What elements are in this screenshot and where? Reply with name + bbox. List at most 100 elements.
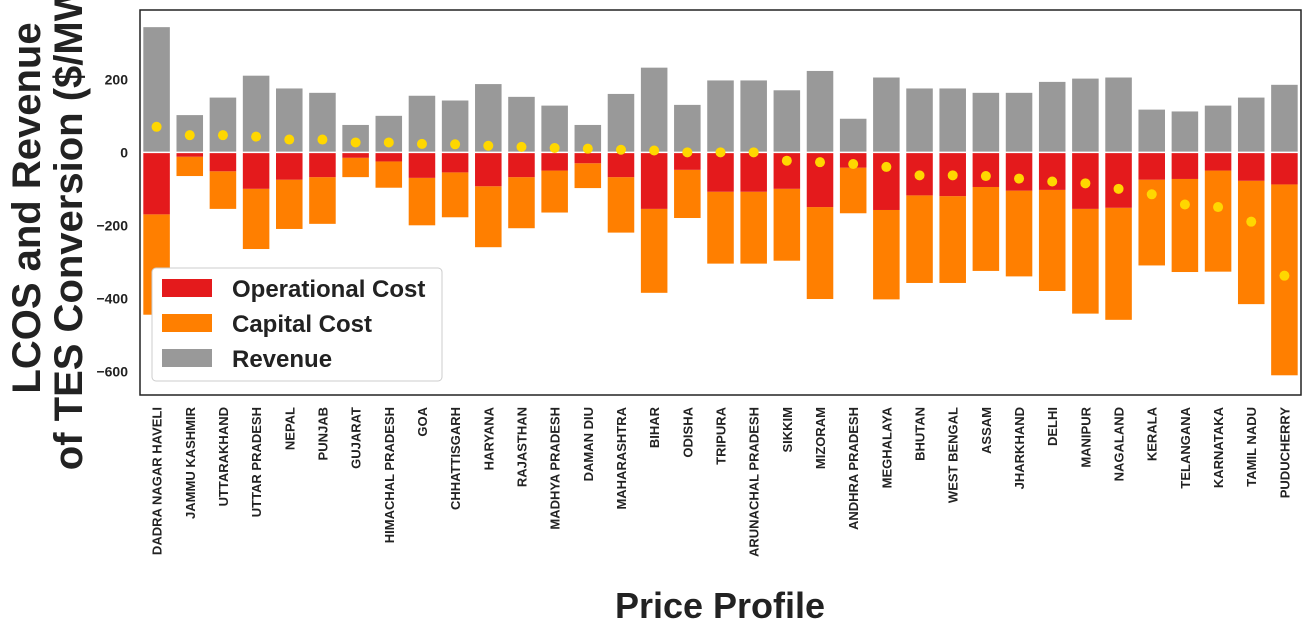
net-value-marker bbox=[1246, 216, 1257, 227]
bar-operational-cost bbox=[640, 152, 668, 209]
bar-operational-cost bbox=[574, 152, 602, 164]
bar-capital-cost bbox=[1204, 170, 1232, 272]
bar-revenue bbox=[1138, 109, 1165, 153]
bar-capital-cost bbox=[640, 208, 668, 293]
bar-revenue bbox=[1271, 84, 1298, 153]
x-tick-label: ODISHA bbox=[680, 406, 695, 457]
legend-label-revenue: Revenue bbox=[232, 346, 332, 373]
x-tick-label: KARNATAKA bbox=[1211, 406, 1226, 488]
net-value-marker bbox=[1014, 173, 1025, 184]
bar-capital-cost bbox=[1005, 190, 1033, 277]
y-tick-label: −400 bbox=[96, 290, 128, 306]
plot-frame bbox=[139, 9, 1302, 396]
net-value-marker bbox=[980, 171, 991, 182]
net-value-marker bbox=[815, 157, 826, 168]
bar-capital-cost bbox=[1072, 208, 1099, 314]
bar-revenue bbox=[972, 92, 1000, 153]
y-tick-label: 200 bbox=[105, 71, 129, 87]
bar-capital-cost bbox=[408, 177, 436, 226]
bar-operational-cost bbox=[242, 152, 270, 189]
bar-capital-cost bbox=[607, 177, 635, 233]
net-value-marker bbox=[549, 142, 560, 153]
bar-operational-cost bbox=[441, 152, 469, 173]
bar-capital-cost bbox=[873, 209, 900, 300]
y-tick-label: 0 bbox=[120, 144, 128, 160]
bar-revenue bbox=[773, 90, 801, 153]
net-value-marker bbox=[184, 130, 195, 141]
bar-capital-cost bbox=[773, 188, 801, 261]
x-tick-label: JAMMU KASHMIR bbox=[183, 406, 198, 519]
x-tick-label: WEST BENGAL bbox=[946, 407, 961, 503]
bar-operational-cost bbox=[541, 152, 568, 171]
bar-capital-cost bbox=[276, 179, 303, 229]
x-tick-label: KERALA bbox=[1145, 406, 1160, 461]
x-tick-label: TAMIL NADU bbox=[1244, 407, 1259, 487]
bar-capital-cost bbox=[441, 172, 469, 218]
bar-operational-cost bbox=[375, 152, 403, 162]
bar-capital-cost bbox=[475, 186, 502, 248]
bar-capital-cost bbox=[209, 171, 237, 209]
net-value-marker bbox=[217, 130, 228, 141]
x-axis-label: Price Profile bbox=[615, 585, 825, 626]
bar-operational-cost bbox=[408, 152, 436, 178]
bar-capital-cost bbox=[541, 170, 568, 213]
bar-capital-cost bbox=[939, 196, 966, 283]
bar-revenue bbox=[707, 80, 734, 153]
x-tick-label: SIKKIM bbox=[780, 407, 795, 453]
y-tick-label: −200 bbox=[96, 217, 128, 233]
net-value-marker bbox=[715, 147, 726, 158]
net-value-marker bbox=[881, 161, 892, 172]
x-tick-label: UTTARAKHAND bbox=[216, 407, 231, 506]
x-tick-label: NAGALAND bbox=[1112, 407, 1127, 481]
bar-revenue bbox=[1171, 111, 1199, 153]
plot-area bbox=[140, 27, 1301, 376]
x-tick-label: GUJARAT bbox=[349, 407, 364, 469]
net-value-marker bbox=[317, 134, 328, 145]
x-tick-label: HARYANA bbox=[481, 406, 496, 470]
bar-capital-cost bbox=[309, 177, 336, 224]
net-value-marker bbox=[516, 141, 527, 152]
bar-operational-cost bbox=[309, 152, 336, 178]
bar-revenue bbox=[1072, 78, 1099, 153]
x-tick-label: PUDUCHERRY bbox=[1277, 407, 1292, 499]
x-tick-label: JHARKHAND bbox=[1012, 407, 1027, 489]
bar-capital-cost bbox=[508, 177, 535, 229]
net-value-marker bbox=[947, 170, 958, 181]
legend: Operational Cost Capital Cost Revenue bbox=[151, 267, 443, 382]
bar-revenue bbox=[640, 67, 668, 153]
net-value-marker bbox=[483, 140, 494, 151]
bar-capital-cost bbox=[574, 163, 602, 189]
x-tick-label: BIHAR bbox=[647, 406, 662, 448]
bar-revenue bbox=[1204, 105, 1232, 153]
net-value-marker bbox=[914, 170, 925, 181]
bar-operational-cost bbox=[674, 152, 701, 170]
net-value-marker bbox=[1113, 183, 1124, 194]
x-tick-label: DELHI bbox=[1045, 407, 1060, 446]
x-tick-label: GOA bbox=[415, 406, 430, 436]
net-value-marker bbox=[383, 137, 394, 148]
net-value-marker bbox=[416, 138, 427, 149]
x-tick-label: TRIPURA bbox=[714, 406, 729, 464]
bar-revenue bbox=[607, 93, 635, 153]
net-value-marker bbox=[1047, 176, 1058, 187]
bar-operational-cost bbox=[607, 152, 635, 178]
legend-swatch-capital bbox=[162, 314, 212, 332]
net-value-marker bbox=[1179, 199, 1190, 210]
bar-revenue bbox=[1005, 92, 1033, 153]
axes: −600 −400 −200 0 200 DADRA NAGAR HAVELI JAMMU … bbox=[96, 9, 1302, 557]
net-value-marker bbox=[649, 145, 660, 156]
x-tick-label: ASSAM bbox=[979, 407, 994, 454]
bar-revenue bbox=[1038, 81, 1066, 153]
bar-revenue bbox=[839, 118, 867, 153]
y-tick-label: −600 bbox=[96, 363, 128, 379]
bar-capital-cost bbox=[1038, 189, 1066, 291]
bar-operational-cost bbox=[475, 152, 502, 187]
x-tick-label: HIMACHAL PRADESH bbox=[382, 407, 397, 543]
bar-capital-cost bbox=[1237, 180, 1265, 305]
x-tick-label: DAMAN DIU bbox=[581, 407, 596, 481]
bar-capital-cost bbox=[375, 161, 403, 188]
net-value-marker bbox=[251, 131, 262, 142]
bar-revenue bbox=[143, 27, 170, 153]
legend-label-operational: Operational Cost bbox=[232, 276, 425, 303]
x-tick-label: NEPAL bbox=[282, 407, 297, 450]
